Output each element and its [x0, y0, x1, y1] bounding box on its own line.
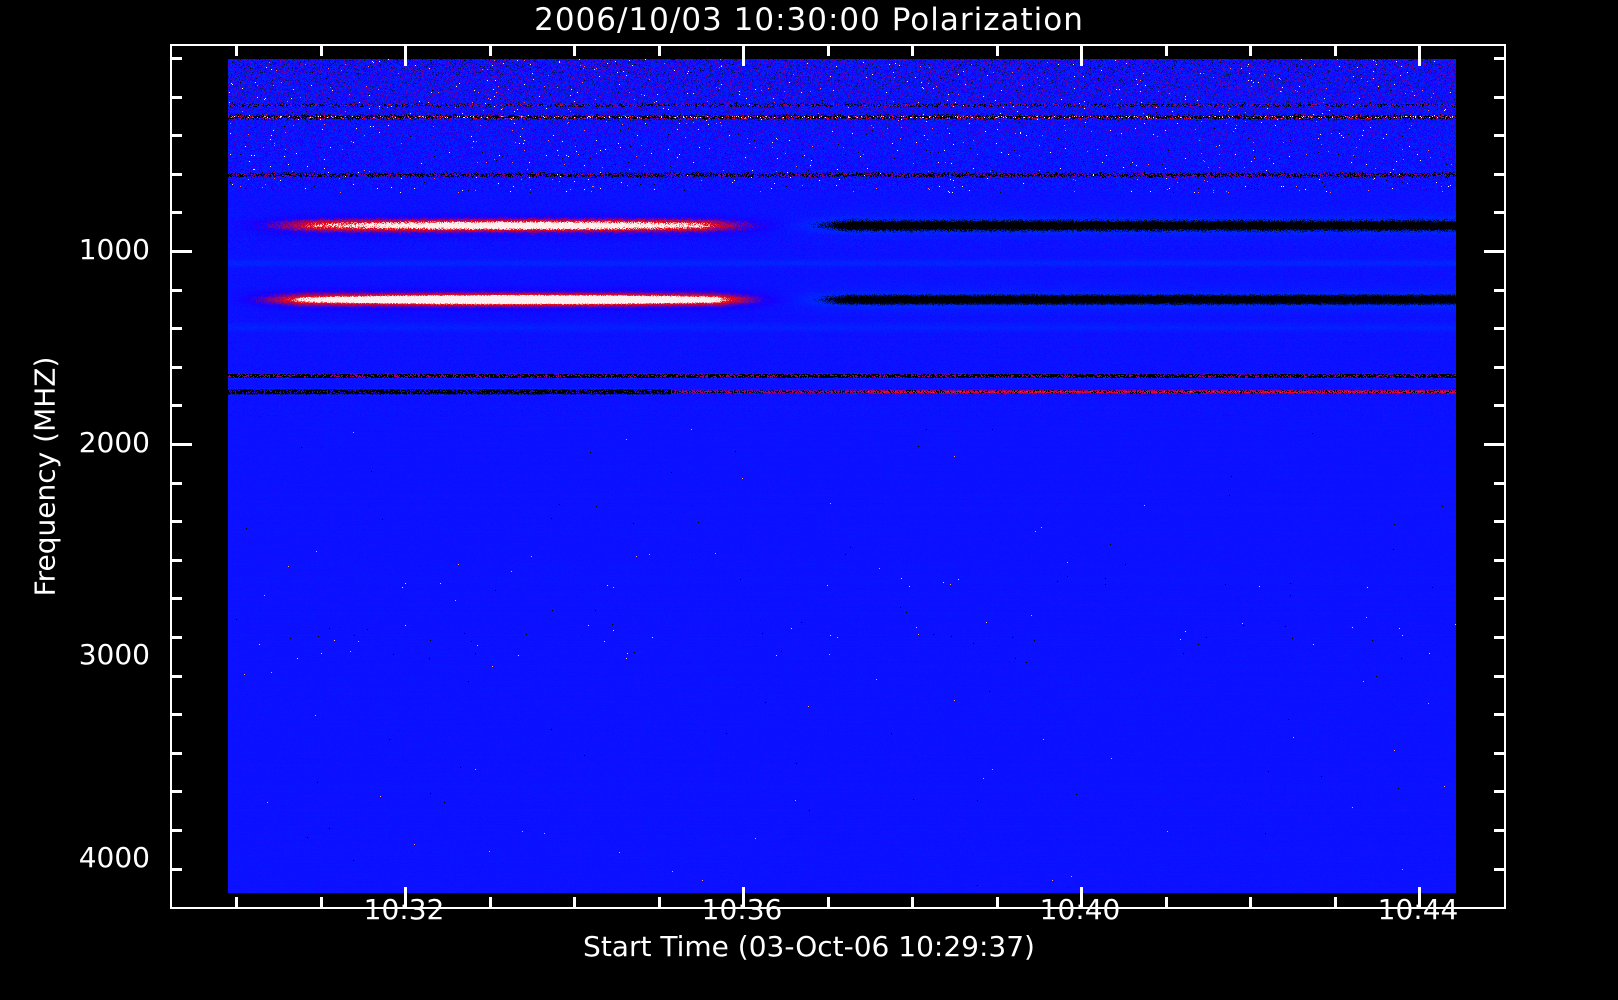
- x-tick-label-1040: 10:40: [1039, 893, 1121, 926]
- minor-tick: [320, 44, 323, 56]
- minor-tick: [1494, 366, 1506, 369]
- minor-tick: [1494, 173, 1506, 176]
- minor-tick: [1494, 327, 1506, 330]
- y-tick-label-4000: 4000: [78, 841, 150, 874]
- minor-tick: [1334, 44, 1337, 56]
- minor-tick: [1494, 675, 1506, 678]
- major-tick: [1418, 44, 1421, 66]
- minor-tick: [170, 868, 182, 871]
- minor-tick: [996, 44, 999, 56]
- minor-tick: [320, 897, 323, 909]
- minor-tick: [1494, 829, 1506, 832]
- minor-tick: [1494, 482, 1506, 485]
- minor-tick: [1165, 44, 1168, 56]
- minor-tick: [170, 829, 182, 832]
- minor-tick: [170, 482, 182, 485]
- minor-tick: [170, 520, 182, 523]
- minor-tick: [1249, 44, 1252, 56]
- y-axis-title: Frequency (MHZ): [28, 356, 62, 597]
- major-tick: [1484, 250, 1506, 253]
- minor-tick: [170, 752, 182, 755]
- minor-tick: [573, 44, 576, 56]
- minor-tick: [170, 211, 182, 214]
- x-tick-label-1044: 10:44: [1377, 893, 1459, 926]
- minor-tick: [658, 44, 661, 56]
- minor-tick: [1494, 559, 1506, 562]
- minor-tick: [658, 897, 661, 909]
- plot-frame: [170, 44, 1506, 909]
- minor-tick: [170, 366, 182, 369]
- major-tick: [1080, 887, 1083, 909]
- minor-tick: [1494, 134, 1506, 137]
- x-tick-label-1036: 10:36: [701, 893, 783, 926]
- minor-tick: [170, 790, 182, 793]
- minor-tick: [1494, 868, 1506, 871]
- minor-tick: [170, 96, 182, 99]
- minor-tick: [489, 44, 492, 56]
- minor-tick: [170, 134, 182, 137]
- major-tick: [404, 44, 407, 66]
- minor-tick: [170, 713, 182, 716]
- minor-tick: [170, 57, 182, 60]
- x-tick-label-1032: 10:32: [363, 893, 445, 926]
- major-tick: [1080, 44, 1083, 66]
- y-tick-label-2000: 2000: [78, 426, 150, 459]
- minor-tick: [1494, 752, 1506, 755]
- minor-tick: [170, 559, 182, 562]
- minor-tick: [996, 897, 999, 909]
- minor-tick: [170, 597, 182, 600]
- minor-tick: [170, 173, 182, 176]
- major-tick: [404, 887, 407, 909]
- major-tick: [1484, 443, 1506, 446]
- minor-tick: [489, 897, 492, 909]
- minor-tick: [170, 404, 182, 407]
- x-axis-title: Start Time (03-Oct-06 10:29:37): [583, 930, 1035, 963]
- y-tick-label-3000: 3000: [78, 638, 150, 671]
- minor-tick: [170, 675, 182, 678]
- minor-tick: [1334, 897, 1337, 909]
- major-tick: [170, 250, 192, 253]
- minor-tick: [1494, 636, 1506, 639]
- minor-tick: [827, 897, 830, 909]
- minor-tick: [235, 44, 238, 56]
- minor-tick: [911, 897, 914, 909]
- y-tick-label-1000: 1000: [78, 233, 150, 266]
- major-tick: [1418, 887, 1421, 909]
- minor-tick: [573, 897, 576, 909]
- minor-tick: [1494, 597, 1506, 600]
- minor-tick: [1494, 520, 1506, 523]
- plot-title: 2006/10/03 10:30:00 Polarization: [534, 2, 1084, 38]
- major-tick: [170, 443, 192, 446]
- minor-tick: [1494, 57, 1506, 60]
- minor-tick: [170, 636, 182, 639]
- minor-tick: [170, 289, 182, 292]
- spectrogram-canvas: [228, 59, 1456, 893]
- minor-tick: [827, 44, 830, 56]
- minor-tick: [1494, 404, 1506, 407]
- minor-tick: [1494, 96, 1506, 99]
- minor-tick: [1494, 790, 1506, 793]
- minor-tick: [1249, 897, 1252, 909]
- minor-tick: [911, 44, 914, 56]
- minor-tick: [170, 327, 182, 330]
- minor-tick: [1165, 897, 1168, 909]
- major-tick: [742, 44, 745, 66]
- minor-tick: [1494, 211, 1506, 214]
- major-tick: [742, 887, 745, 909]
- minor-tick: [1494, 713, 1506, 716]
- minor-tick: [235, 897, 238, 909]
- spectrogram-image: [228, 59, 1456, 893]
- minor-tick: [1494, 289, 1506, 292]
